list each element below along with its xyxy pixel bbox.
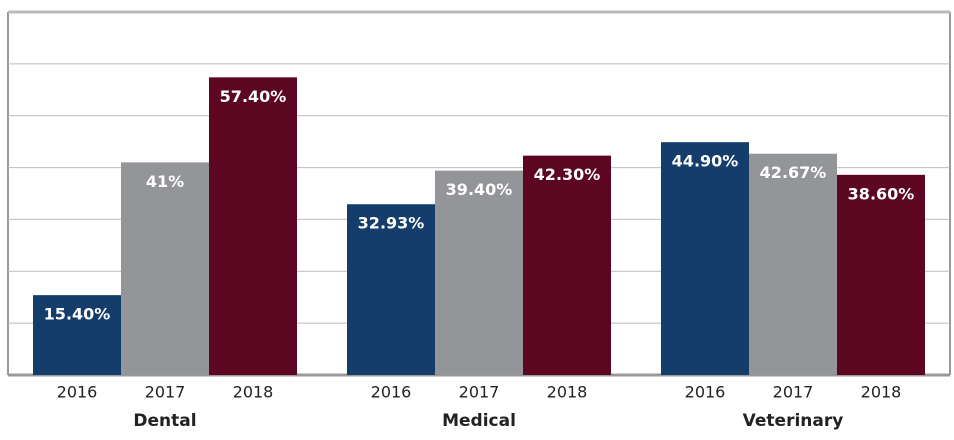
x-tick-label: 2018 [233,383,274,402]
bar [33,295,121,375]
value-label: 38.60% [848,184,915,203]
value-label: 42.67% [760,163,827,182]
x-tick-label: 2017 [145,383,186,402]
x-tick-label: 2016 [57,383,98,402]
group-label: Medical [442,411,516,431]
value-label: 41% [146,172,184,191]
bar [837,174,925,375]
bar [749,153,837,375]
x-tick-label: 2017 [773,383,814,402]
value-label: 15.40% [44,305,111,324]
x-tick-label: 2017 [459,383,500,402]
bar [209,77,297,375]
bar [347,204,435,375]
value-label: 32.93% [358,214,425,233]
x-tick-label: 2016 [371,383,412,402]
bar [121,162,209,375]
x-tick-label: 2018 [861,383,902,402]
value-label: 57.40% [220,87,287,106]
x-tick-label: 2018 [547,383,588,402]
group-label: Dental [133,411,196,431]
group-label: Veterinary [743,411,844,431]
value-label: 44.90% [672,152,739,171]
bar [523,155,611,375]
value-label: 42.30% [534,165,601,184]
bar [661,142,749,375]
bar [435,170,523,375]
x-tick-label: 2016 [685,383,726,402]
value-label: 39.40% [446,180,513,199]
